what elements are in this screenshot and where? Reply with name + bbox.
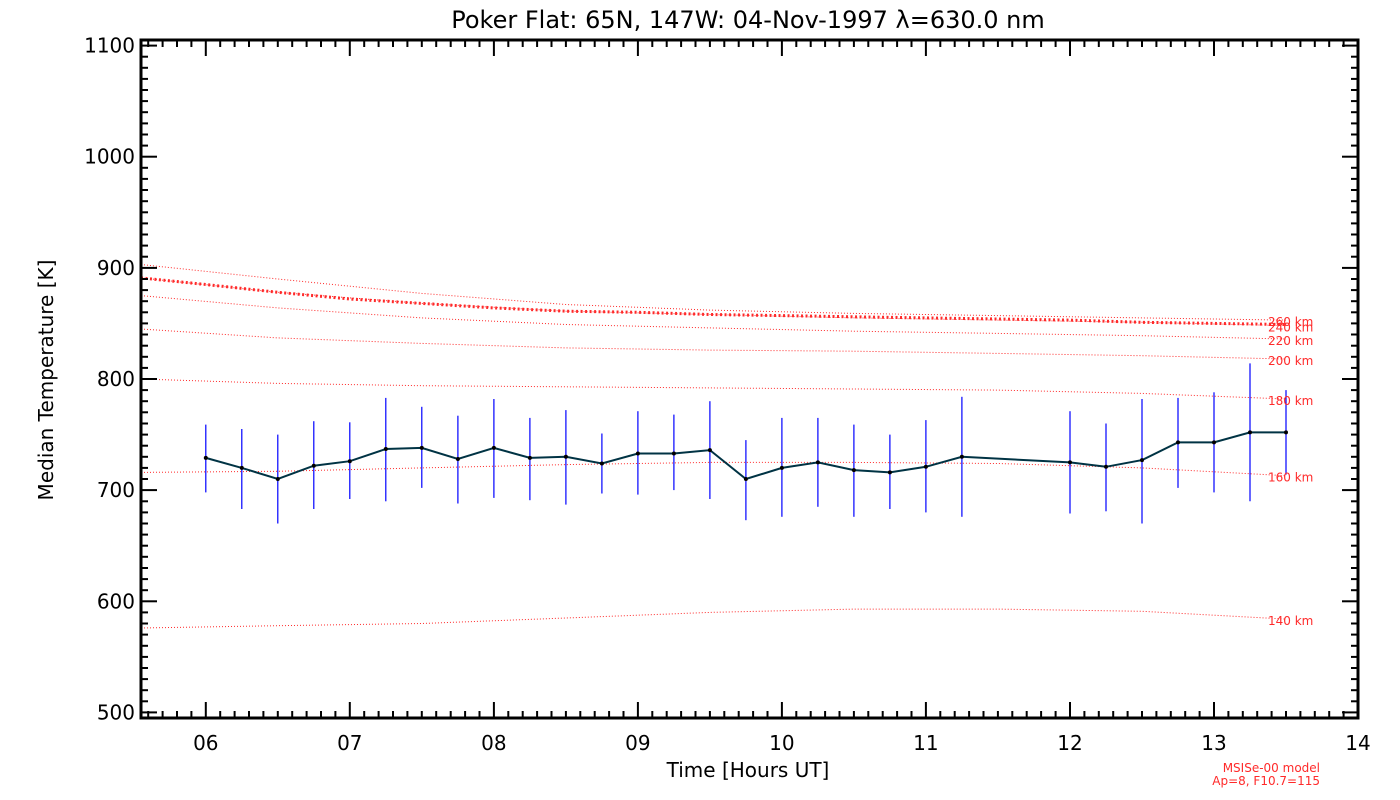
- data-layer: [203, 363, 1288, 524]
- data-point-2: [239, 465, 244, 470]
- data-point-10: [527, 455, 532, 460]
- y-tick-label-600: 600: [97, 589, 135, 613]
- data-point-7: [419, 445, 424, 450]
- altitude-label-5: 180 km: [1268, 394, 1313, 408]
- axes-layer: [139, 38, 1360, 720]
- x-tick-label-09: 09: [625, 731, 650, 755]
- x-tick-label-10: 10: [769, 731, 794, 755]
- x-tick-label-07: 07: [337, 731, 362, 755]
- plot-frame: [139, 38, 1360, 720]
- data-point-26: [1176, 440, 1180, 445]
- model-curve-4: [140, 328, 1287, 360]
- y-tick-label-1100: 1100: [84, 34, 135, 58]
- data-point-8: [455, 457, 460, 461]
- altitude-label-7: 140 km: [1268, 614, 1313, 628]
- data-point-29: [1284, 430, 1288, 435]
- data-point-12: [599, 461, 604, 466]
- y-axis-label: Median Temperature [K]: [34, 260, 58, 501]
- altitude-label-6: 160 km: [1268, 471, 1313, 485]
- model-curve-3: [140, 295, 1287, 340]
- x-tick-label-14: 14: [1345, 731, 1370, 755]
- data-point-22: [959, 454, 964, 459]
- model-curve-7: [140, 608, 1287, 629]
- data-point-16: [743, 477, 748, 481]
- x-tick-label-08: 08: [481, 731, 506, 755]
- data-point-13: [635, 451, 640, 456]
- data-point-3: [275, 477, 280, 481]
- model-curve-1: [140, 264, 1287, 321]
- y-tick-label-500: 500: [97, 700, 135, 724]
- data-point-11: [563, 454, 568, 459]
- altitude-label-3: 220 km: [1268, 334, 1313, 348]
- altitude-label-2: 240 km: [1268, 321, 1313, 335]
- model-highlight-layer: [140, 276, 1287, 326]
- x-tick-label-13: 13: [1201, 731, 1226, 755]
- x-axis-label: Time [Hours UT]: [666, 758, 830, 782]
- model-curves-layer: [140, 264, 1287, 629]
- text-layer: Poker Flat: 65N, 147W: 04-Nov-1997 λ=630…: [34, 6, 1371, 788]
- data-point-5: [347, 459, 352, 464]
- y-tick-label-900: 900: [97, 256, 135, 280]
- altitude-label-1: 260 km: [1268, 315, 1313, 329]
- data-point-25: [1140, 458, 1144, 463]
- data-point-24: [1104, 464, 1108, 469]
- data-point-14: [671, 451, 676, 456]
- data-point-21: [923, 464, 928, 469]
- y-tick-label-1000: 1000: [84, 145, 135, 169]
- model-highlight-curve: [140, 276, 1287, 326]
- model-curve-5: [140, 378, 1287, 400]
- x-tick-label-06: 06: [193, 731, 218, 755]
- data-point-15: [707, 448, 712, 453]
- x-tick-label-11: 11: [913, 731, 938, 755]
- data-point-17: [779, 465, 784, 470]
- model-footnote-line-1: MSISe-00 model: [1223, 761, 1320, 775]
- data-point-27: [1212, 440, 1216, 445]
- data-point-4: [311, 463, 316, 468]
- data-point-6: [383, 447, 388, 451]
- data-point-19: [851, 468, 856, 473]
- data-point-1: [203, 455, 208, 460]
- x-tick-label-12: 12: [1057, 731, 1082, 755]
- model-curve-2: [140, 277, 1287, 327]
- data-point-28: [1248, 430, 1252, 435]
- data-point-23: [1068, 460, 1072, 465]
- y-tick-label-700: 700: [97, 478, 135, 502]
- data-point-9: [491, 445, 496, 450]
- y-tick-label-800: 800: [97, 367, 135, 391]
- data-point-20: [887, 470, 892, 475]
- altitude-label-4: 200 km: [1268, 354, 1313, 368]
- data-point-18: [815, 460, 820, 465]
- model-footnote-line-2: Ap=8, F10.7=115: [1212, 774, 1320, 788]
- chart-title: Poker Flat: 65N, 147W: 04-Nov-1997 λ=630…: [451, 6, 1045, 34]
